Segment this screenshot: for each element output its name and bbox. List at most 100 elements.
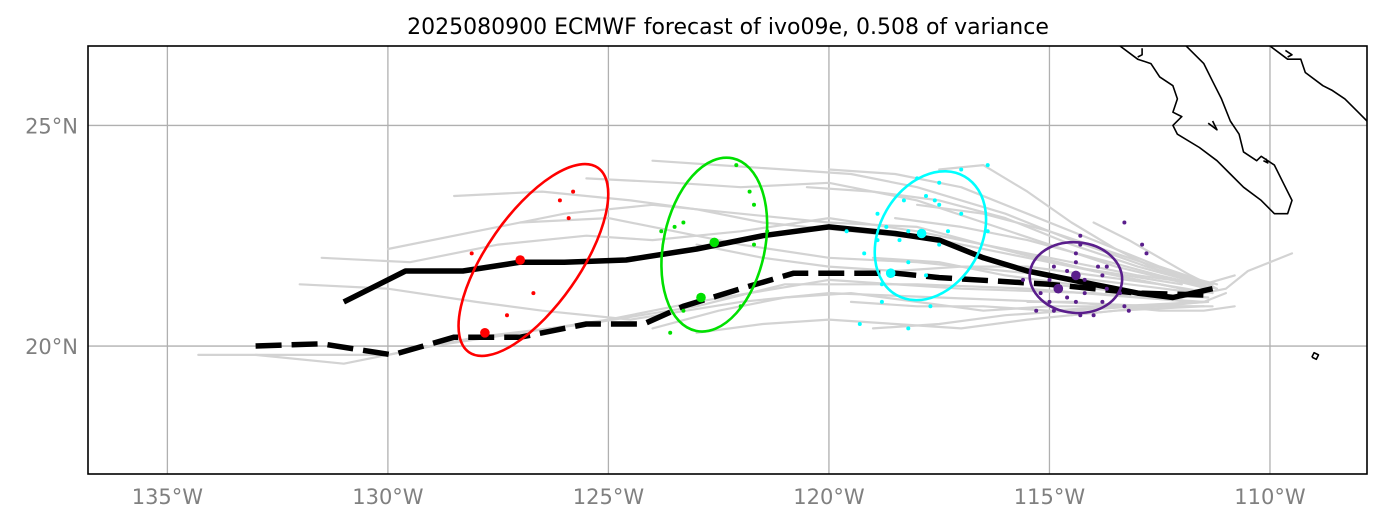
ensemble-position-point — [901, 198, 906, 203]
coastline — [1137, 48, 1143, 58]
ensemble-position-point — [924, 194, 928, 198]
ensemble-position-point — [1122, 220, 1127, 225]
ensemble-position-point — [906, 326, 911, 331]
uncertainty-ellipse — [660, 156, 769, 333]
ensemble-track — [1004, 247, 1236, 286]
ensemble-position-point — [879, 282, 884, 287]
ensemble-position-point — [681, 220, 686, 225]
ensemble-position-point — [752, 202, 756, 207]
x-tick-label: 125°W — [573, 485, 645, 509]
track-position-marker — [696, 292, 706, 303]
ensemble-position-point — [897, 238, 902, 243]
ensemble-position-point — [937, 242, 942, 247]
coastline — [1269, 46, 1367, 122]
ensemble-position-point — [1078, 313, 1083, 318]
ensemble-position-point — [1034, 308, 1039, 313]
ensemble-position-point — [875, 238, 880, 243]
track-position-marker — [1071, 270, 1081, 281]
ensemble-positions-layer — [469, 163, 1149, 338]
ensemble-position-point — [1140, 242, 1145, 247]
ensemble-position-point — [505, 313, 509, 318]
ensemble-position-point — [937, 202, 942, 207]
ensemble-position-point — [1038, 291, 1043, 296]
ensemble-position-point — [1126, 308, 1131, 313]
ensemble-track — [453, 190, 1205, 295]
ensemble-position-point — [928, 304, 933, 309]
ensemble-track — [938, 164, 1214, 286]
mean-tracks-layer — [255, 224, 1214, 358]
ensemble-position-point — [985, 229, 990, 234]
ensemble-position-point — [1100, 299, 1105, 304]
ensemble-position-point — [844, 229, 849, 234]
y-tick-label: 20°N — [25, 335, 78, 359]
track-position-marker — [515, 255, 525, 265]
ensemble-position-point — [1065, 269, 1070, 273]
x-tick-label: 120°W — [793, 485, 865, 509]
ensemble-position-point — [879, 299, 884, 304]
ensemble-position-point — [884, 224, 889, 229]
ensemble-position-point — [1047, 299, 1052, 304]
uncertainty-ellipse — [1028, 240, 1124, 315]
ensemble-position-point — [1021, 277, 1025, 282]
ensemble-position-point — [469, 251, 474, 256]
x-tick-label: 130°W — [352, 485, 424, 509]
ensemble-position-point — [1047, 277, 1052, 282]
x-tick-label: 115°W — [1014, 485, 1086, 509]
ensemble-position-point — [985, 163, 990, 168]
plot-area — [197, 46, 1367, 365]
y-tick-label: 25°N — [25, 114, 78, 138]
ensemble-position-point — [915, 176, 920, 181]
ensemble-position-point — [1104, 264, 1109, 269]
ensemble-position-point — [1078, 233, 1083, 238]
ensemble-position-point — [875, 211, 880, 216]
ensemble-position-point — [1051, 308, 1056, 313]
ensemble-position-point — [862, 251, 867, 256]
coastline-layer — [1119, 46, 1367, 361]
ensemble-position-point — [1118, 291, 1122, 296]
ensemble-position-point — [1091, 313, 1096, 318]
mean-track-solid — [342, 224, 1214, 305]
ensemble-track — [1092, 221, 1219, 290]
x-tick-label: 110°W — [1234, 485, 1306, 509]
ensemble-track — [805, 186, 1205, 286]
coastline — [1207, 120, 1218, 131]
gridlines — [88, 46, 1367, 474]
ensemble-position-point — [1073, 299, 1078, 304]
ensemble-position-point — [1051, 264, 1056, 269]
ensemble-position-point — [1065, 295, 1070, 300]
ensemble-position-point — [557, 198, 562, 203]
coastline — [1263, 158, 1269, 164]
ensemble-position-point — [924, 273, 928, 278]
ensemble-position-point — [747, 189, 752, 194]
uncertainty-ellipses-layer — [457, 156, 1124, 358]
ensemble-position-point — [1078, 242, 1083, 247]
mean-track-dashed — [255, 270, 1213, 358]
track-position-marker — [916, 228, 927, 239]
ensemble-position-point — [752, 242, 756, 247]
track-position-marker — [885, 268, 896, 279]
track-position-marker — [709, 237, 720, 248]
ensemble-track — [871, 300, 1210, 330]
ensemble-position-point — [672, 224, 677, 229]
axis-tick-labels: 135°W 130°W 125°W 120°W 115°W 110°W 25°N 20°N — [25, 114, 1306, 509]
ensemble-track — [585, 177, 1210, 290]
x-tick-label: 135°W — [132, 485, 204, 509]
track-position-marker — [1053, 283, 1064, 294]
ensemble-tracks-layer — [197, 159, 1294, 365]
ensemble-position-point — [668, 330, 673, 335]
track-position-marker — [480, 328, 490, 338]
ensemble-position-point — [1122, 304, 1127, 309]
ensemble-position-point — [738, 304, 743, 309]
coastline — [1284, 49, 1293, 58]
ensemble-position-point — [906, 260, 911, 265]
ensemble-position-point — [959, 167, 964, 172]
ensemble-position-point — [571, 189, 576, 194]
ensemble-position-point — [531, 291, 536, 296]
ensemble-position-point — [959, 211, 964, 216]
ensemble-position-point — [681, 308, 686, 313]
ensemble-position-point — [1100, 273, 1105, 278]
ensemble-position-point — [1104, 286, 1109, 291]
ensemble-position-point — [1073, 260, 1078, 265]
ensemble-position-point — [1082, 277, 1087, 282]
